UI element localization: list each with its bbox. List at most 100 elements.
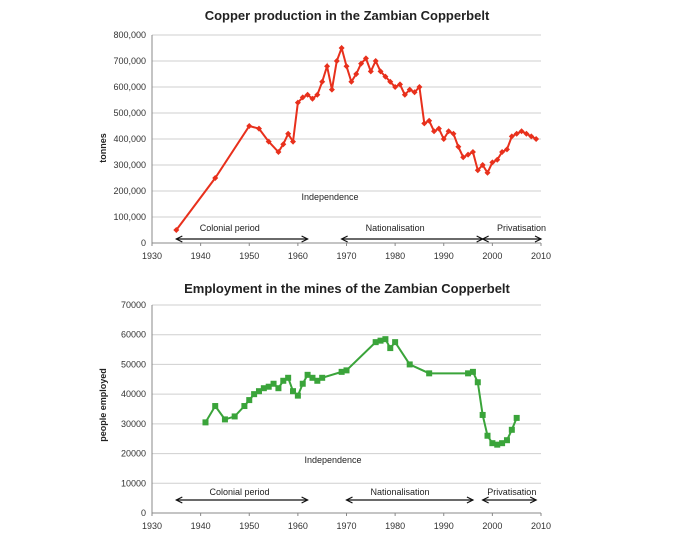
data-point xyxy=(392,339,399,346)
data-point xyxy=(241,403,248,410)
data-point xyxy=(499,440,506,447)
y-axis-label: tonnes xyxy=(98,133,108,163)
y-tick-label: 30000 xyxy=(121,419,146,429)
arrow-head-left xyxy=(174,235,183,243)
data-point xyxy=(377,68,384,75)
data-point xyxy=(348,78,355,85)
data-point xyxy=(353,71,360,77)
data-point xyxy=(455,143,462,150)
data-point xyxy=(246,397,253,404)
data-point xyxy=(265,138,272,145)
period-label-nationalisation: Nationalisation xyxy=(370,487,429,497)
data-point xyxy=(290,138,297,145)
y-tick-label: 20000 xyxy=(121,449,146,459)
independence-label: Independence xyxy=(301,192,358,202)
x-tick-label: 1930 xyxy=(142,521,162,531)
data-point xyxy=(304,91,311,98)
x-tick-label: 1950 xyxy=(239,521,259,531)
data-point xyxy=(503,437,510,444)
y-tick-label: 40000 xyxy=(121,389,146,399)
data-point xyxy=(474,379,481,386)
period-label-privatisation: Privatisation xyxy=(487,487,536,497)
data-point xyxy=(401,91,408,98)
data-point xyxy=(406,86,413,93)
data-point xyxy=(299,94,306,101)
x-tick-label: 1930 xyxy=(142,251,162,261)
data-point xyxy=(489,440,496,447)
data-point xyxy=(202,419,209,426)
data-point xyxy=(275,149,282,155)
x-tick-label: 1960 xyxy=(288,521,308,531)
data-point xyxy=(212,175,219,181)
data-point xyxy=(358,60,365,67)
arrow-head-left xyxy=(481,496,489,504)
copper-production-chart: Copper production in the Zambian Copperb… xyxy=(98,8,551,261)
data-point xyxy=(431,128,438,135)
y-tick-label: 100,000 xyxy=(113,212,146,222)
data-point xyxy=(285,374,292,381)
chart-title: Copper production in the Zambian Copperb… xyxy=(205,8,490,23)
x-tick-label: 1950 xyxy=(239,251,259,261)
data-point xyxy=(265,383,272,390)
data-point xyxy=(280,141,287,148)
data-point xyxy=(343,367,350,374)
data-point xyxy=(465,151,472,158)
data-point xyxy=(314,377,321,384)
data-point xyxy=(421,120,428,127)
data-point xyxy=(319,374,326,381)
y-tick-label: 200,000 xyxy=(113,186,146,196)
data-point xyxy=(503,146,510,153)
x-tick-label: 1940 xyxy=(191,521,211,531)
data-point xyxy=(508,133,515,140)
data-point xyxy=(387,345,394,352)
y-axis-label: people employed xyxy=(98,368,108,442)
x-tick-label: 1940 xyxy=(191,251,211,261)
arrow-head-right xyxy=(301,496,309,504)
data-point xyxy=(513,130,520,137)
y-tick-label: 500,000 xyxy=(113,108,146,118)
y-tick-label: 0 xyxy=(141,238,146,248)
data-point xyxy=(246,123,253,129)
data-point xyxy=(406,361,413,368)
data-point xyxy=(484,432,491,439)
data-point xyxy=(343,63,350,70)
y-tick-label: 600,000 xyxy=(113,82,146,92)
data-point xyxy=(528,133,535,140)
data-point xyxy=(309,374,316,381)
arrow-head-right xyxy=(301,235,309,243)
data-point xyxy=(533,136,540,142)
data-point xyxy=(426,117,433,124)
y-tick-label: 0 xyxy=(141,508,146,518)
employment-chart: Employment in the mines of the Zambian C… xyxy=(98,281,551,531)
data-point xyxy=(469,149,476,155)
x-tick-label: 1990 xyxy=(434,521,454,531)
data-point xyxy=(231,413,238,420)
data-point xyxy=(494,156,501,163)
data-point xyxy=(319,78,326,85)
data-point xyxy=(416,84,423,90)
data-point xyxy=(280,377,287,384)
data-point xyxy=(367,68,374,75)
data-point xyxy=(294,392,301,399)
arrow-head-left xyxy=(345,496,353,504)
data-point xyxy=(474,167,481,174)
data-point xyxy=(440,136,447,142)
arrow-head-left xyxy=(481,235,489,243)
period-label-colonial: Colonial period xyxy=(200,223,260,233)
data-point xyxy=(275,385,282,392)
data-point xyxy=(518,128,525,135)
data-point xyxy=(469,368,476,375)
data-point xyxy=(299,380,306,387)
data-point xyxy=(435,125,442,132)
data-point xyxy=(362,55,369,62)
chart-title: Employment in the mines of the Zambian C… xyxy=(184,281,510,296)
data-point xyxy=(465,370,472,377)
data-point xyxy=(285,130,292,137)
data-point xyxy=(508,426,515,433)
arrow-head-right xyxy=(529,496,538,504)
independence-label: Independence xyxy=(304,455,361,465)
arrow-head-right xyxy=(466,496,475,504)
data-point xyxy=(372,339,379,346)
data-point xyxy=(255,388,262,395)
